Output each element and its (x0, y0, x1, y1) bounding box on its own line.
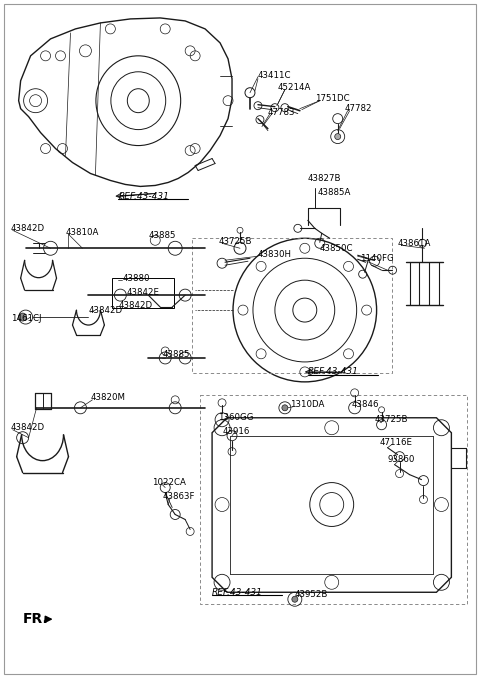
Text: 43842D: 43842D (11, 224, 45, 233)
Text: FR.: FR. (23, 612, 48, 626)
Text: 43880: 43880 (122, 274, 150, 283)
Text: REF.43-431: REF.43-431 (212, 588, 263, 597)
Text: 43916: 43916 (223, 427, 251, 436)
Circle shape (19, 313, 26, 321)
Circle shape (282, 405, 288, 411)
Bar (192, 238, 392, 373)
Text: 43411C: 43411C (258, 71, 291, 80)
Text: 47116E: 47116E (380, 438, 413, 447)
Text: 43863F: 43863F (162, 492, 195, 501)
Circle shape (335, 134, 341, 140)
Text: 43842D: 43842D (11, 423, 45, 433)
Text: 1360GG: 1360GG (218, 414, 253, 422)
Text: 43827B: 43827B (308, 174, 341, 183)
Text: 1461CJ: 1461CJ (11, 313, 41, 323)
Text: 43885: 43885 (162, 351, 190, 359)
Text: 43846: 43846 (352, 400, 379, 410)
Text: REF.43-431: REF.43-431 (119, 192, 169, 201)
Text: 43842E: 43842E (126, 287, 159, 297)
Text: REF.43-431: REF.43-431 (308, 367, 359, 376)
Text: 1310DA: 1310DA (290, 400, 324, 410)
Text: 47782: 47782 (345, 104, 372, 113)
Text: 43952B: 43952B (295, 590, 328, 599)
Text: 43810A: 43810A (65, 228, 99, 237)
Text: 43850C: 43850C (320, 244, 353, 253)
Text: 43725B: 43725B (374, 415, 408, 424)
Text: 43861A: 43861A (397, 239, 431, 247)
Text: 45214A: 45214A (278, 83, 311, 92)
Text: 43725B: 43725B (218, 237, 252, 246)
Text: 43820M: 43820M (90, 393, 125, 402)
Text: 43830H: 43830H (258, 250, 292, 259)
Bar (112, 278, 174, 308)
Text: 43842D: 43842D (88, 306, 122, 315)
Text: 93860: 93860 (387, 455, 415, 464)
Text: 43885: 43885 (148, 231, 176, 240)
Circle shape (292, 596, 298, 602)
Bar (200, 395, 468, 604)
Text: 1140FG: 1140FG (360, 254, 394, 263)
Text: 43842D: 43842D (119, 300, 153, 310)
Text: 47783: 47783 (268, 108, 295, 117)
Text: 43885A: 43885A (318, 188, 351, 197)
Text: 1751DC: 1751DC (315, 94, 349, 103)
Text: 1022CA: 1022CA (152, 478, 186, 487)
